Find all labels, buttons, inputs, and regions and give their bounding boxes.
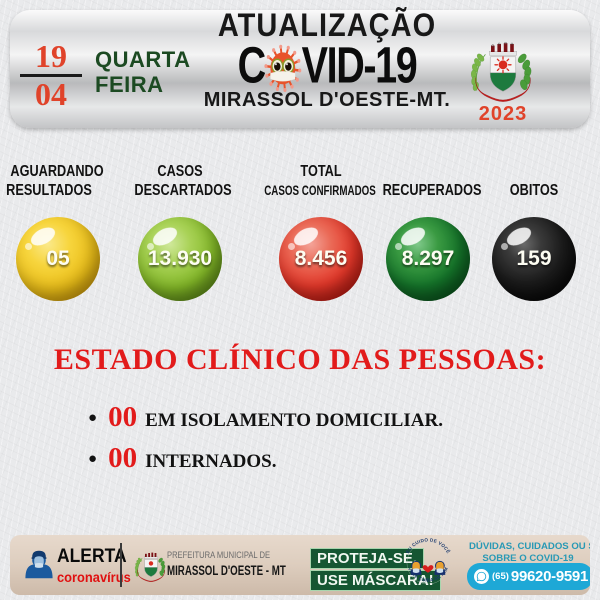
svg-text:EU CUIDO DE VOCÊ: EU CUIDO DE VOCÊ [405, 537, 453, 554]
